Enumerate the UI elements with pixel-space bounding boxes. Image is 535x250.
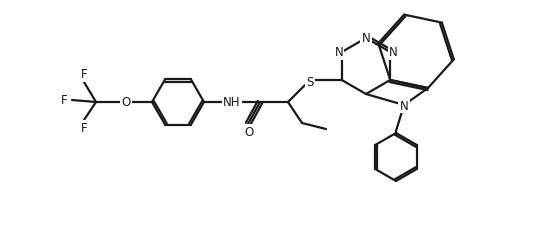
Text: N: N xyxy=(362,32,370,45)
Text: N: N xyxy=(334,46,343,59)
Text: O: O xyxy=(121,96,131,109)
Text: O: O xyxy=(244,126,254,139)
Text: F: F xyxy=(60,94,67,107)
Text: N: N xyxy=(400,99,408,112)
Text: F: F xyxy=(81,68,87,81)
Text: S: S xyxy=(307,76,314,89)
Text: F: F xyxy=(81,122,87,135)
Text: NH: NH xyxy=(223,96,241,109)
Text: N: N xyxy=(389,46,398,59)
